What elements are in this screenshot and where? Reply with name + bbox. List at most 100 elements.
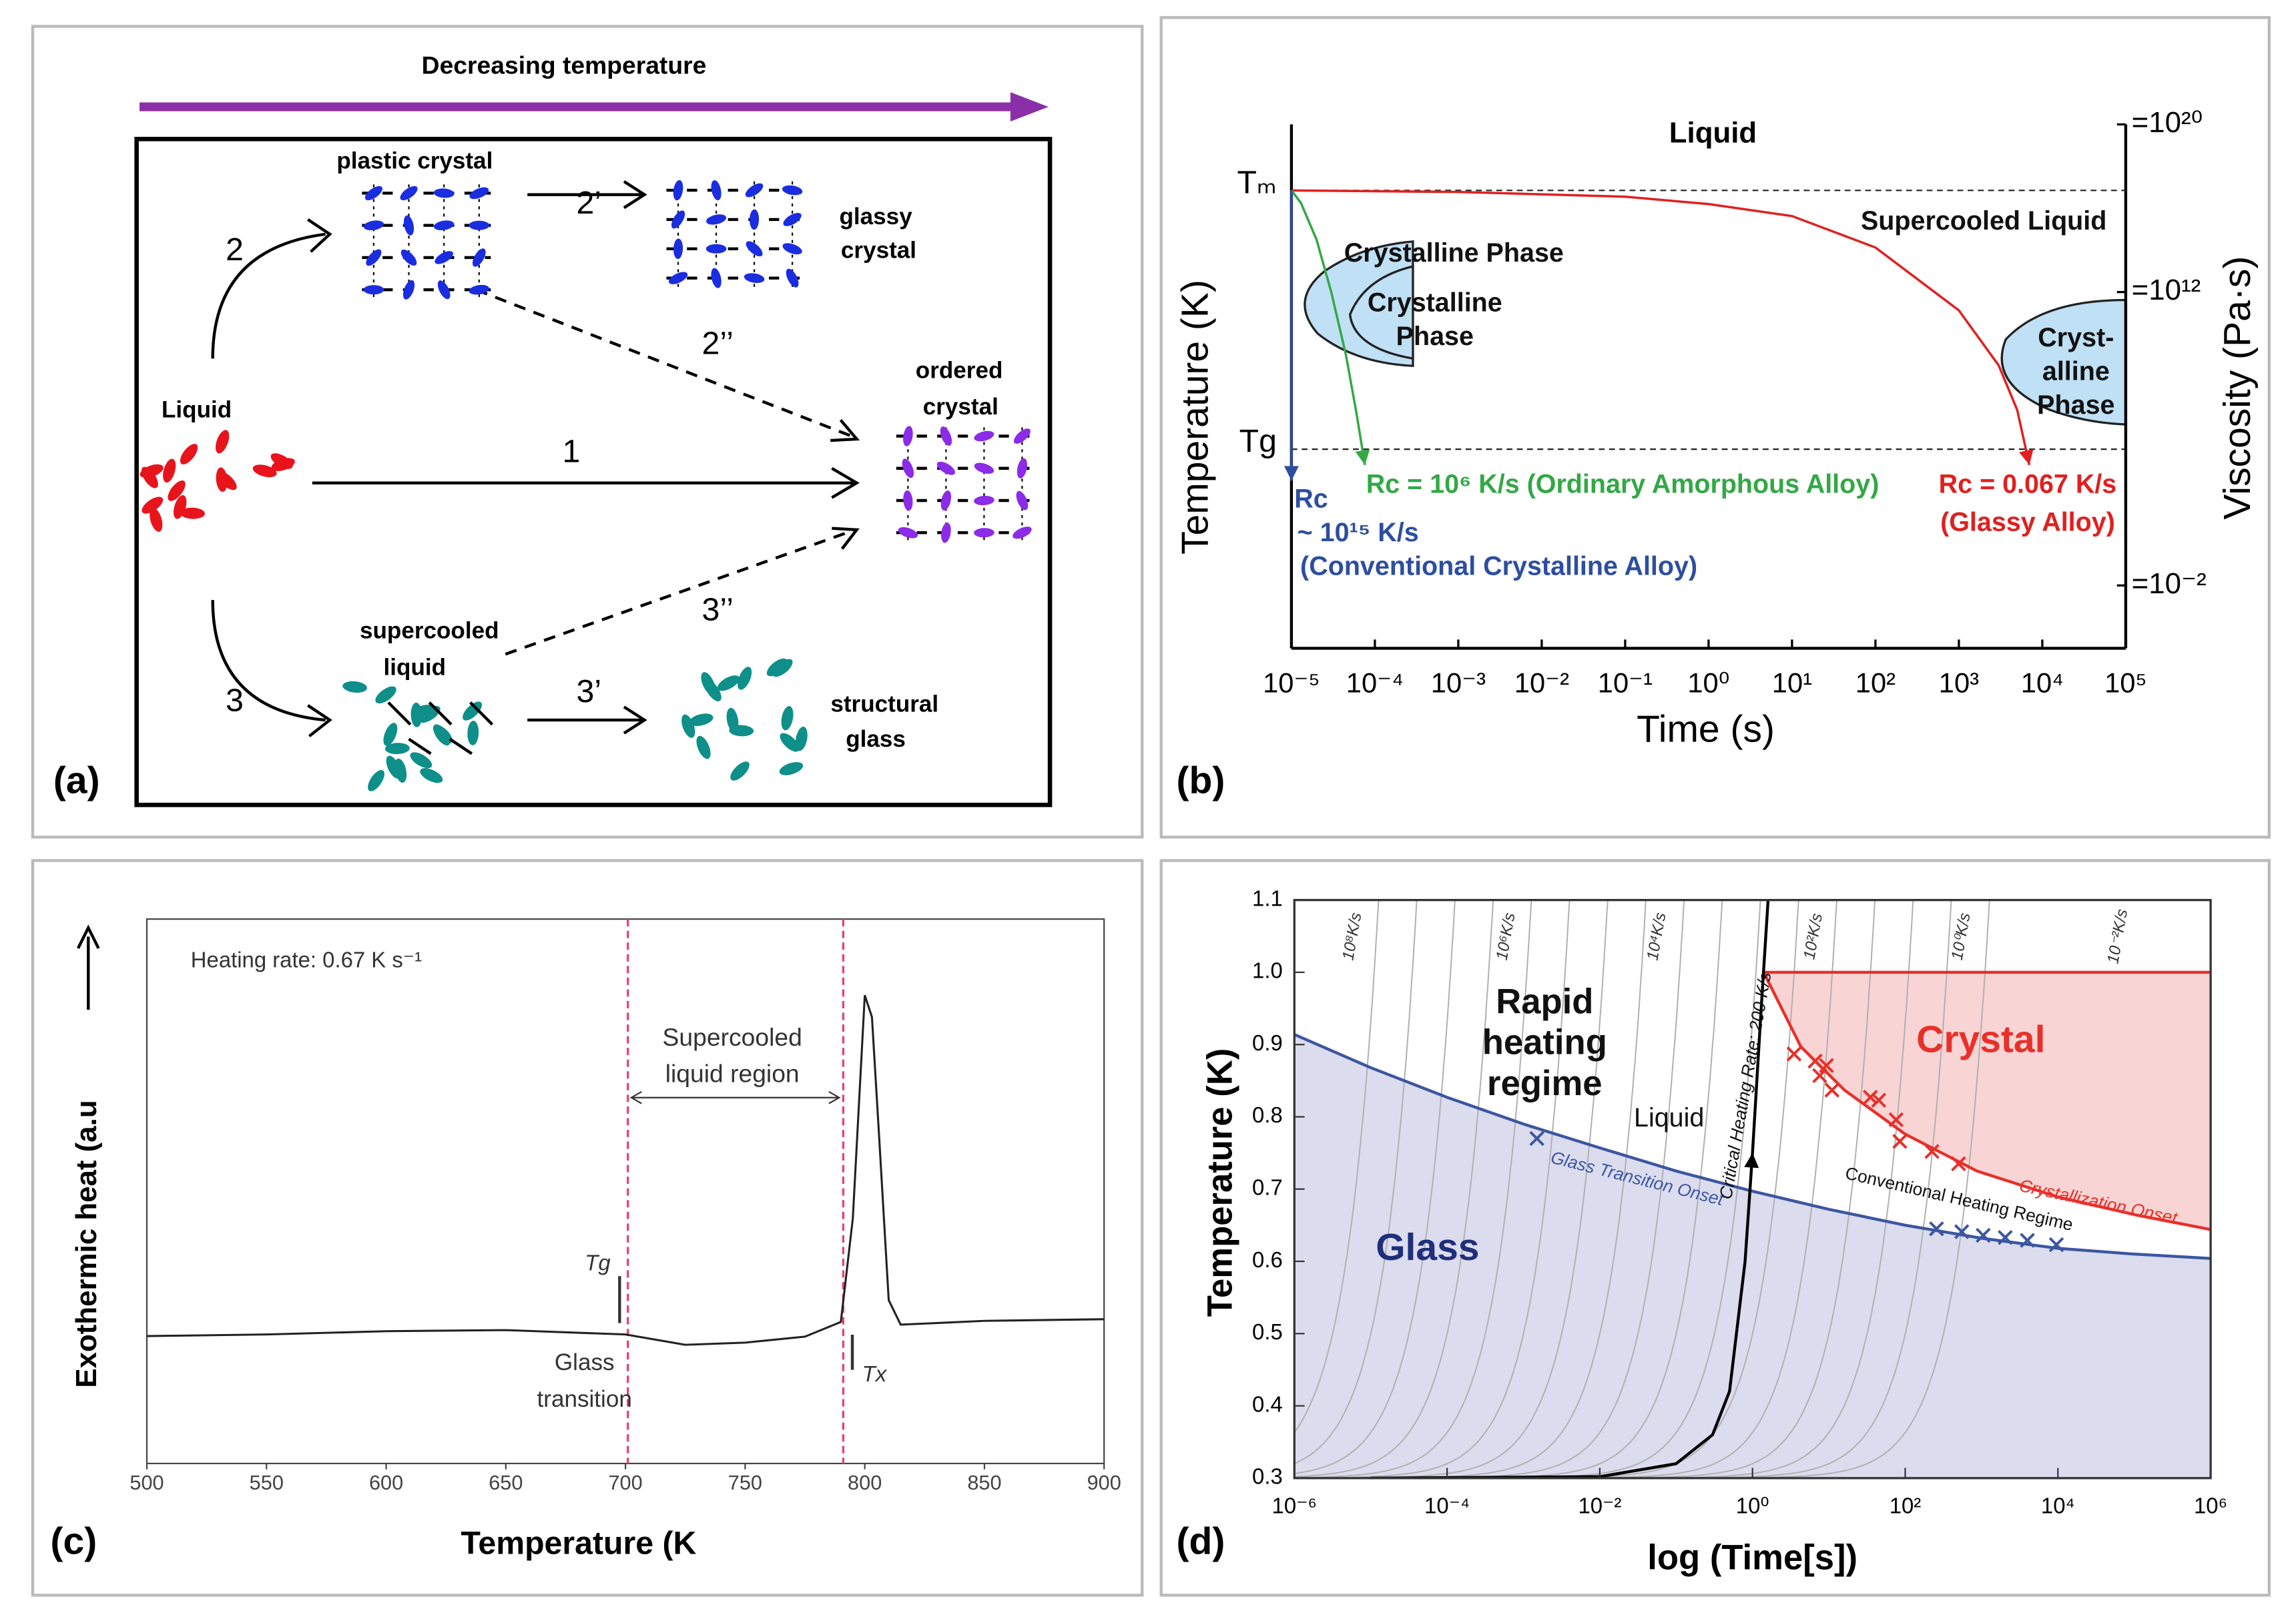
x-tick-label: 10⁻⁵	[1263, 667, 1320, 698]
node-label: ordered	[916, 357, 1003, 383]
cross-stroke	[1954, 1224, 1970, 1239]
node-label: plastic crystal	[336, 148, 493, 174]
molecule	[469, 284, 490, 295]
guide-curve	[1409, 900, 1685, 1478]
x-tick-label: 10⁻⁴	[1424, 1493, 1470, 1518]
annotation: Tx	[862, 1361, 888, 1386]
x-tick-label: 700	[609, 1471, 643, 1494]
molecule	[730, 761, 750, 781]
annotation: (Glassy Alloy)	[1940, 508, 2115, 537]
orientation-mark	[428, 701, 453, 726]
annotation: Supercooled	[663, 1023, 802, 1051]
molecule	[738, 667, 752, 690]
molecule	[150, 508, 163, 532]
y-axis-label: Temperature (K)	[1174, 280, 1217, 555]
orientation-mark	[449, 737, 473, 755]
x-tick-label: 10⁻²	[1514, 667, 1569, 698]
molecule	[711, 268, 722, 288]
y2-axis-label: Viscosity (Pa·s)	[2216, 256, 2259, 520]
molecule	[701, 672, 715, 695]
molecule	[673, 238, 683, 260]
rate-label: 10⁰K/s	[1948, 912, 1974, 962]
guide-curve	[1332, 900, 1609, 1478]
molecule	[400, 249, 417, 266]
molecule	[671, 210, 685, 229]
crystal-region	[1348, 265, 1414, 360]
node-label: supercooled	[360, 618, 499, 644]
data-line	[1291, 189, 2031, 466]
y-tick-label: 0.8	[1252, 1102, 1283, 1127]
edge-label: 2’	[577, 185, 602, 221]
arrow-head	[830, 418, 860, 442]
annotation: Cryst-	[2038, 323, 2114, 352]
data-line	[1294, 1033, 2211, 1260]
rate-label: 10²K/s	[1800, 912, 1826, 961]
x-tick-label: 500	[129, 1471, 164, 1494]
y2-tick-label: =10⁻²	[2132, 567, 2207, 600]
node-label: glass	[846, 726, 906, 752]
molecule	[706, 214, 727, 225]
annotation: regime	[1487, 1064, 1603, 1103]
x-tick-label: 900	[1087, 1471, 1121, 1494]
molecule	[363, 285, 384, 295]
molecule	[368, 769, 385, 791]
node-label: glassy	[839, 204, 912, 230]
plot-frame	[146, 918, 1105, 1465]
guide-curve	[1294, 900, 1532, 1478]
data-point	[2020, 1233, 2035, 1248]
molecule	[711, 180, 722, 201]
data-point	[1892, 1134, 1908, 1149]
molecule	[746, 241, 763, 257]
molecule	[433, 188, 455, 198]
molecule	[779, 761, 804, 775]
molecule	[974, 495, 994, 506]
molecule	[1017, 458, 1027, 478]
y-tick-label: 0.5	[1252, 1319, 1283, 1344]
molecule	[216, 430, 230, 454]
annotation: (Conventional Crystalline Alloy)	[1300, 551, 1697, 581]
data-point	[1812, 1068, 1827, 1084]
x-tick-label: 10⁵	[2104, 667, 2147, 698]
guide-curve	[1447, 900, 1723, 1478]
x-tick-label: 650	[489, 1471, 523, 1494]
y-axis-label: Exothermic heat (a.u	[70, 1100, 103, 1387]
diagram-arrows	[211, 180, 860, 737]
node-label: liquid	[384, 654, 447, 680]
y-tick-label: 1.1	[1252, 886, 1283, 910]
plot-area	[1294, 900, 2211, 1478]
guide-curve	[1599, 900, 1876, 1478]
molecule	[403, 215, 414, 236]
molecule	[974, 528, 994, 538]
annotation: Rapid	[1496, 982, 1593, 1021]
cross-stroke	[1951, 1156, 1966, 1172]
panel-label: (c)	[51, 1520, 97, 1563]
molecule	[783, 213, 802, 226]
panel-frame	[1159, 16, 2271, 839]
molecule	[750, 209, 760, 230]
annotation: Crystalline Phase	[1344, 238, 1564, 268]
cross-stroke	[1786, 1046, 1802, 1062]
molecule	[469, 220, 490, 230]
molecule	[941, 523, 951, 543]
molecule	[217, 471, 237, 491]
arrow-head	[831, 466, 860, 499]
guide-curve	[1370, 900, 1647, 1478]
y-axis-label: Temperature (K)	[1201, 1048, 1240, 1317]
arrow	[211, 232, 326, 359]
molecule	[1016, 491, 1029, 511]
y-tick-label: 1.0	[1252, 958, 1283, 983]
molecule	[402, 280, 415, 300]
cross-stroke	[1871, 1092, 1887, 1108]
arrow-head	[307, 218, 332, 253]
arrow-head	[76, 924, 100, 950]
molecule	[696, 735, 711, 759]
guide-curve	[1294, 900, 1456, 1475]
cross-stroke	[1824, 1082, 1840, 1098]
guide-curve	[1714, 900, 1990, 1478]
data-point	[1824, 1082, 1840, 1098]
data-line	[1290, 190, 1366, 465]
data-point	[1529, 1130, 1544, 1147]
y-tick-label: 0.9	[1252, 1030, 1283, 1055]
cross-stroke	[1976, 1227, 1991, 1243]
annotation: Rc = 10⁶ K/s (Ordinary Amorphous Alloy)	[1366, 469, 1880, 499]
